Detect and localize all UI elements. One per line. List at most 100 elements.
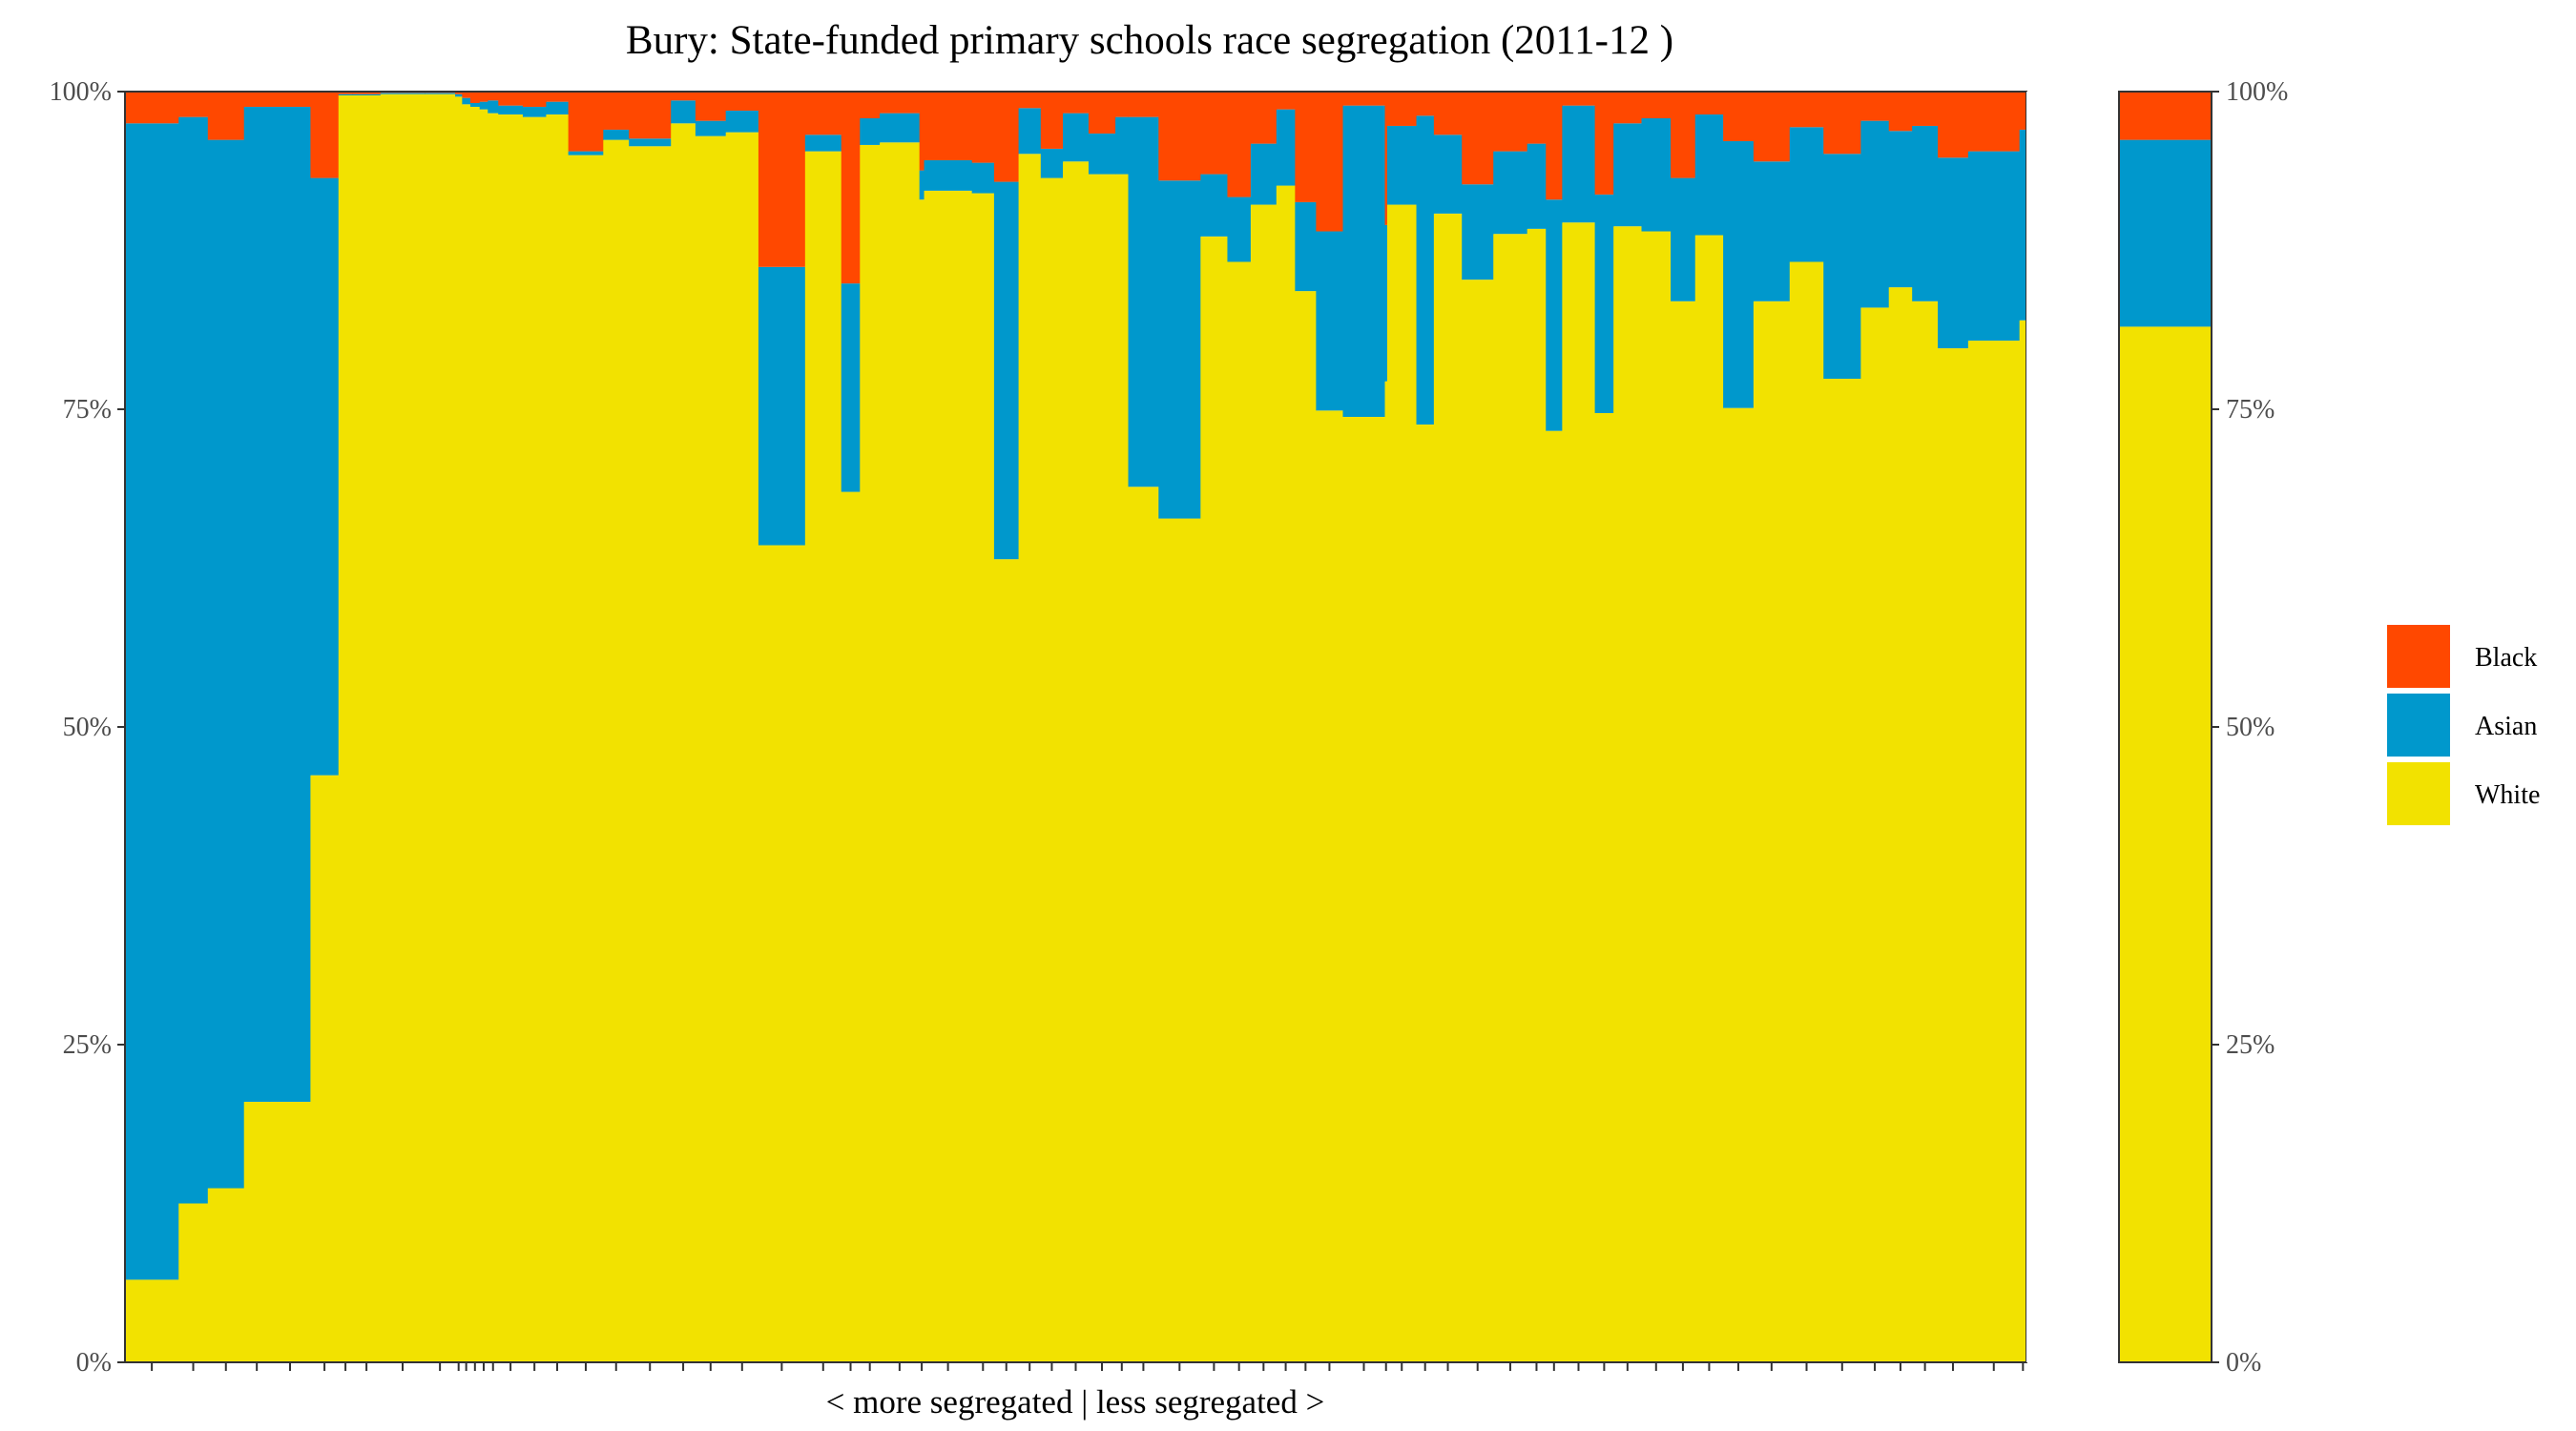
left-y-axis: 0% 25% 50% 75% 100% [50,77,125,1378]
bar-asian-24 [725,110,759,133]
bar-black-48 [1384,92,1388,225]
legend-swatch-asian [2387,694,2450,757]
bar-white-36 [1063,161,1090,1362]
bar-asian-56 [1562,105,1596,223]
bar-asian-60 [1671,177,1696,301]
left-tick-label: 25% [63,1030,112,1060]
legend-label-white: White [2475,780,2540,810]
bar-black-19 [568,92,604,152]
bar-white-7 [338,94,354,1363]
bar-white-12 [462,104,471,1363]
bar-white-9 [380,93,426,1362]
bar-asian-48 [1384,224,1388,382]
bar-black-13 [469,92,481,103]
bar-black-11 [455,92,463,94]
bar-white-68 [1912,301,1939,1362]
bar-black-15 [488,92,499,101]
bar-asian-49 [1386,125,1418,205]
bar-asian-39 [1128,116,1159,487]
bar-white-4 [243,1101,271,1362]
bar-asian-42 [1227,197,1252,262]
bar-white-57 [1594,412,1614,1363]
bar-asian-27 [841,283,861,492]
bar-white-21 [629,146,672,1362]
bar-black-33 [993,92,1020,182]
bar-black-8 [352,92,382,94]
bar-white-39 [1128,487,1159,1362]
bar-asian-67 [1888,131,1913,288]
bar-black-3 [207,92,245,140]
bar-black-65 [1823,92,1861,155]
bar-asian-18 [546,101,570,114]
bar-white-38 [1115,174,1130,1363]
bar-black-59 [1641,92,1672,118]
left-tick-label: 50% [63,713,112,742]
bar-asian-5 [269,106,312,1102]
chart-title: Bury: State-funded primary schools race … [626,18,1673,63]
bar-asian-7 [338,93,354,95]
bar-black-4 [243,92,271,107]
legend-label-black: Black [2475,643,2537,673]
bar-white-51 [1433,213,1463,1363]
bar-black-70 [1967,92,2021,152]
right-tick-label: 50% [2226,713,2275,742]
bar-white-5 [269,1101,312,1362]
bar-asian-63 [1753,161,1791,301]
bar-asian-11 [455,93,463,97]
bar-white-3 [207,1188,245,1362]
overall-bar-black [2119,92,2212,140]
bar-asian-38 [1115,116,1130,175]
bar-asian-71 [2019,129,2027,321]
bar-asian-62 [1723,140,1755,408]
bar-white-18 [546,114,570,1363]
bar-black-51 [1433,92,1463,135]
bar-white-60 [1671,301,1696,1362]
bar-black-17 [522,92,547,107]
right-tick-label: 100% [2226,77,2288,107]
bar-asian-68 [1912,125,1939,301]
bar-black-29 [880,92,921,114]
bar-black-26 [804,92,842,135]
bar-black-54 [1527,92,1547,144]
bar-asian-57 [1594,194,1614,413]
bar-black-31 [924,92,973,160]
legend-swatch-black [2387,625,2450,688]
bar-asian-1 [125,123,179,1280]
bar-asian-69 [1938,157,1969,349]
bar-black-60 [1671,92,1696,178]
bar-asian-23 [695,120,727,136]
bar-white-32 [971,193,995,1362]
bar-black-23 [695,92,727,121]
bar-white-35 [1040,177,1064,1362]
bar-white-63 [1753,301,1791,1362]
bar-asian-66 [1860,120,1890,308]
left-tick-label: 100% [50,77,112,107]
bar-asian-30 [919,170,925,200]
bar-asian-17 [522,106,547,117]
bar-black-25 [758,92,806,267]
bar-black-12 [462,92,471,98]
bar-asian-36 [1063,113,1090,162]
bar-white-16 [498,114,524,1363]
bar-black-38 [1115,92,1130,117]
bar-asian-8 [352,93,382,95]
bar-white-46 [1316,410,1344,1362]
bar-asian-3 [207,139,245,1189]
bar-white-55 [1546,430,1563,1362]
bar-asian-64 [1789,127,1824,262]
bar-asian-25 [758,266,806,546]
bar-black-20 [603,92,630,130]
bar-black-68 [1912,92,1939,126]
left-tick-label: 75% [63,395,112,425]
bar-asian-46 [1316,231,1344,411]
bar-asian-4 [243,106,271,1102]
bar-black-1 [125,92,179,124]
bar-white-11 [455,96,463,1362]
bar-white-23 [695,135,727,1362]
bar-white-33 [993,559,1020,1362]
bar-white-13 [469,106,481,1362]
bar-black-62 [1723,92,1755,141]
bar-black-63 [1753,92,1791,162]
bar-black-69 [1938,92,1969,158]
bar-asian-21 [629,138,672,147]
